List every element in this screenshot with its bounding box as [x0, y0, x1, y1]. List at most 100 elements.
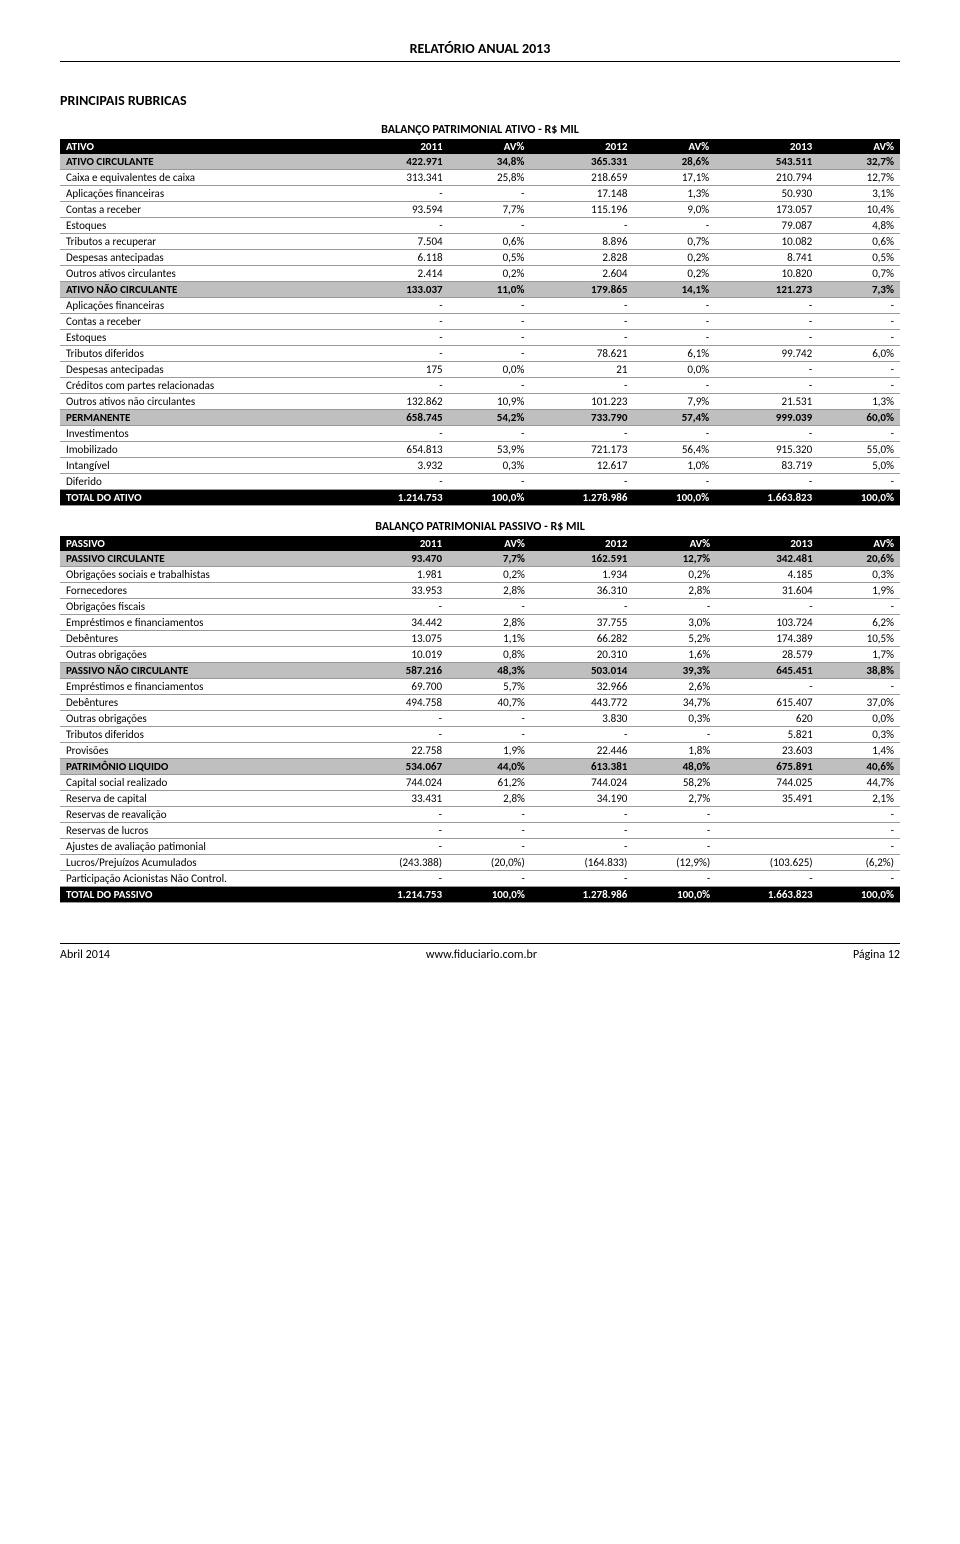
table-row: Outros ativos não circulantes132.86210,9… [60, 394, 900, 410]
table-row: Empréstimos e financiamentos34.4422,8%37… [60, 615, 900, 631]
table-cell: - [715, 298, 818, 314]
table-cell: PASSIVO NÃO CIRCULANTE [60, 663, 346, 679]
table-cell: 1,3% [633, 186, 715, 202]
section-title: PRINCIPAIS RUBRICAS [60, 92, 900, 109]
table-cell: TOTAL DO PASSIVO [60, 887, 346, 903]
ativo-table-title: BALANÇO PATRIMONIAL ATIVO - R$ MIL [60, 123, 900, 137]
table-cell: - [530, 474, 633, 490]
table-cell: 587.216 [346, 663, 448, 679]
table-cell: 11,0% [449, 282, 531, 298]
table-cell: Outras obrigações [60, 711, 346, 727]
table-cell: 2,8% [448, 583, 531, 599]
table-row: Reservas de lucros----- [60, 823, 900, 839]
table-cell: 0,6% [818, 234, 900, 250]
table-cell: (103.625) [716, 855, 818, 871]
table-cell: Tributos a recuperar [60, 234, 346, 250]
table-header-cell: 2012 [530, 139, 633, 154]
table-header-cell: 2011 [346, 139, 449, 154]
table-cell: 2,6% [633, 679, 716, 695]
table-row: Ajustes de avaliação patimonial----- [60, 839, 900, 855]
table-cell: 55,0% [818, 442, 900, 458]
table-header-cell: AV% [818, 139, 900, 154]
table-cell: - [531, 599, 633, 615]
table-cell: 422.971 [346, 154, 449, 170]
table-row: PASSIVO NÃO CIRCULANTE587.21648,3%503.01… [60, 663, 900, 679]
table-cell: 56,4% [633, 442, 715, 458]
table-row: Lucros/Prejuízos Acumulados(243.388)(20,… [60, 855, 900, 871]
table-cell: 654.813 [346, 442, 449, 458]
table-cell: - [346, 727, 448, 743]
table-cell: 615.407 [716, 695, 818, 711]
table-cell: 0,2% [449, 266, 531, 282]
table-cell: Provisões [60, 743, 346, 759]
table-row: TOTAL DO ATIVO1.214.753100,0%1.278.98610… [60, 490, 900, 506]
table-row: TOTAL DO PASSIVO1.214.753100,0%1.278.986… [60, 887, 900, 903]
table-cell: Debêntures [60, 631, 346, 647]
table-cell: - [818, 362, 900, 378]
table-cell: 1,9% [448, 743, 531, 759]
table-cell: 2,8% [633, 583, 716, 599]
table-cell: 744.024 [346, 775, 448, 791]
table-row: Tributos diferidos----5.8210,3% [60, 727, 900, 743]
table-cell: - [818, 314, 900, 330]
table-cell: 174.389 [716, 631, 818, 647]
table-row: Obrigações fiscais------ [60, 599, 900, 615]
table-cell: - [448, 871, 531, 887]
table-cell: Reserva de capital [60, 791, 346, 807]
table-row: Estoques------ [60, 330, 900, 346]
table-cell: - [633, 218, 715, 234]
footer-left: Abril 2014 [60, 948, 110, 962]
table-cell [716, 823, 818, 839]
table-cell: 1.934 [531, 567, 633, 583]
table-cell: Tributos diferidos [60, 727, 346, 743]
table-cell: 443.772 [531, 695, 633, 711]
table-cell: 7.504 [346, 234, 449, 250]
table-cell: 173.057 [715, 202, 818, 218]
table-cell: 57,4% [633, 410, 715, 426]
table-cell: 0,3% [633, 711, 716, 727]
table-cell: 17.148 [530, 186, 633, 202]
table-cell: 534.067 [346, 759, 448, 775]
table-cell: 0,6% [449, 234, 531, 250]
table-cell: 34,8% [449, 154, 531, 170]
table-cell: 23.603 [716, 743, 818, 759]
table-cell: - [633, 807, 716, 823]
table-cell: 0,0% [449, 362, 531, 378]
table-cell: 20.310 [531, 647, 633, 663]
table-cell: (20,0%) [448, 855, 531, 871]
table-cell: 37.755 [531, 615, 633, 631]
table-cell: 8.741 [715, 250, 818, 266]
table-row: Aplicações financeiras--17.1481,3%50.930… [60, 186, 900, 202]
table-cell: 658.745 [346, 410, 449, 426]
table-cell: 40,6% [819, 759, 900, 775]
table-row: Contas a receber------ [60, 314, 900, 330]
table-cell: - [633, 330, 715, 346]
table-cell: 103.724 [716, 615, 818, 631]
table-cell: 100,0% [819, 887, 900, 903]
table-cell: 121.273 [715, 282, 818, 298]
table-cell: Reservas de lucros [60, 823, 346, 839]
table-cell: 613.381 [531, 759, 633, 775]
table-cell: 14,1% [633, 282, 715, 298]
table-cell: 1,9% [819, 583, 900, 599]
table-cell: - [530, 378, 633, 394]
table-cell: 494.758 [346, 695, 448, 711]
table-cell: - [449, 218, 531, 234]
table-cell: - [530, 426, 633, 442]
table-cell: - [531, 839, 633, 855]
table-cell: - [346, 474, 449, 490]
table-cell: 8.896 [530, 234, 633, 250]
table-cell: Lucros/Prejuízos Acumulados [60, 855, 346, 871]
table-cell: 1.214.753 [346, 490, 449, 506]
table-row: ATIVO NÃO CIRCULANTE133.03711,0%179.8651… [60, 282, 900, 298]
table-cell: 744.025 [716, 775, 818, 791]
table-cell: - [818, 474, 900, 490]
table-cell: - [346, 314, 449, 330]
table-cell: 2,7% [633, 791, 716, 807]
table-row: Imobilizado654.81353,9%721.17356,4%915.3… [60, 442, 900, 458]
table-cell: 21 [530, 362, 633, 378]
table-cell: 100,0% [633, 490, 715, 506]
table-cell: - [818, 426, 900, 442]
table-cell: 1,4% [819, 743, 900, 759]
table-cell: 721.173 [530, 442, 633, 458]
